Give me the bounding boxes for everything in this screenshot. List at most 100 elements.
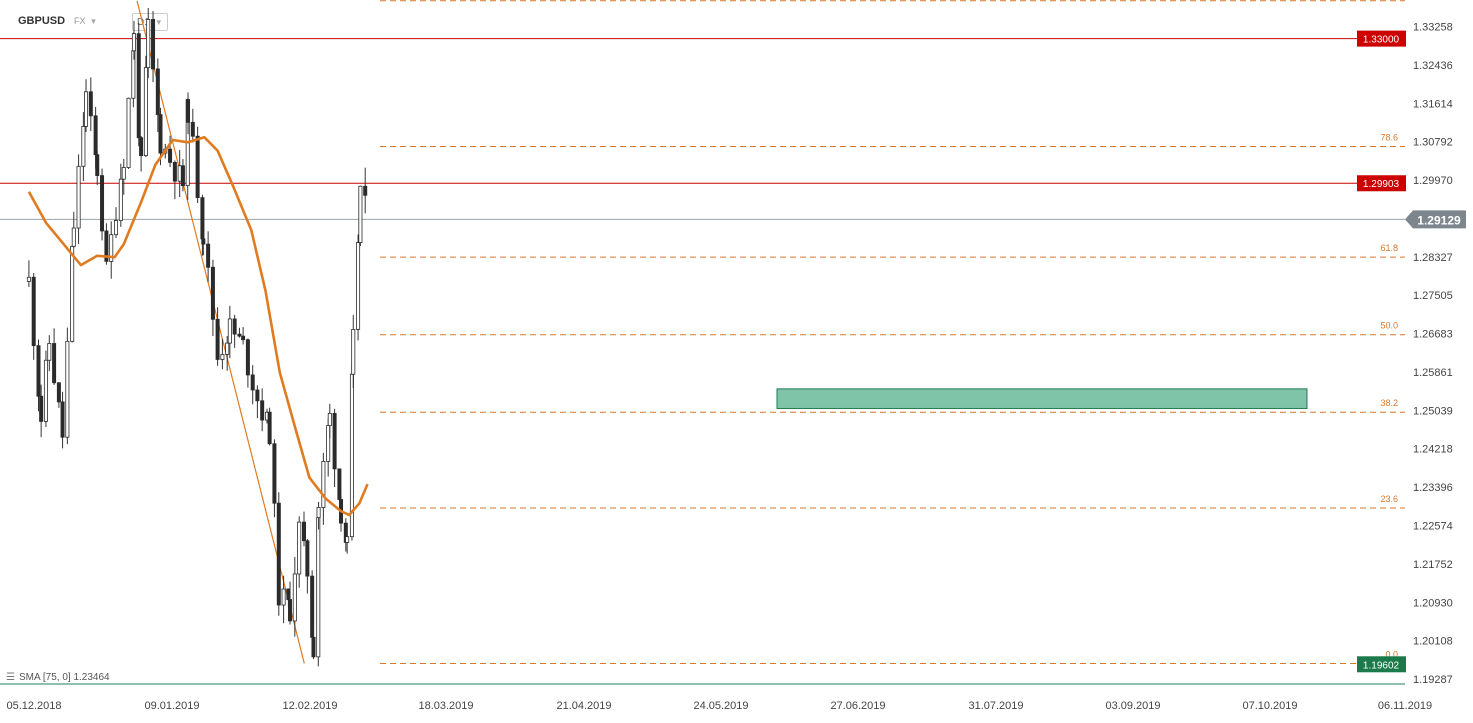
x-tick-label: 07.10.2019 bbox=[1242, 700, 1297, 712]
candle-bearish bbox=[311, 636, 316, 658]
candle-bearish bbox=[305, 540, 310, 577]
candle-bearish bbox=[260, 400, 265, 421]
candle-bearish bbox=[155, 68, 160, 116]
x-tick-label: 18.03.2019 bbox=[418, 700, 473, 712]
candle-bullish bbox=[131, 33, 136, 52]
y-tick-label: 1.27505 bbox=[1413, 290, 1453, 302]
candle-bearish bbox=[104, 230, 109, 262]
candle-bearish bbox=[100, 175, 105, 232]
price-tag bbox=[1357, 30, 1406, 47]
indicator-legend[interactable]: ☰ SMA [75, 0] 1.23464 bbox=[6, 672, 110, 683]
price-tag bbox=[1357, 656, 1406, 673]
candle-bullish bbox=[118, 178, 123, 221]
candle-bullish bbox=[26, 276, 31, 282]
x-tick-label: 31.07.2019 bbox=[968, 700, 1023, 712]
indicator-settings-icon[interactable]: ☰ bbox=[6, 672, 15, 683]
candle-bullish bbox=[114, 220, 119, 236]
candle-bearish bbox=[56, 382, 61, 403]
price-tag bbox=[1357, 175, 1406, 192]
y-tick-label: 1.24218 bbox=[1413, 444, 1453, 456]
x-tick-label: 12.02.2019 bbox=[282, 700, 337, 712]
candle-bullish bbox=[281, 588, 286, 606]
y-tick-label: 1.26683 bbox=[1413, 329, 1453, 341]
candle-bullish bbox=[121, 167, 126, 180]
candle-bearish bbox=[186, 99, 191, 123]
y-tick-label: 1.32436 bbox=[1413, 60, 1453, 72]
candle-bearish bbox=[88, 91, 93, 117]
trendline bbox=[136, 0, 305, 664]
candle-bullish bbox=[70, 245, 75, 342]
candle-bullish bbox=[65, 340, 70, 438]
candle-bearish bbox=[195, 135, 200, 199]
y-tick-label: 1.29970 bbox=[1413, 175, 1453, 187]
indicator-text: SMA [75, 0] 1.23464 bbox=[18, 672, 110, 683]
x-tick-label: 09.01.2019 bbox=[144, 700, 199, 712]
fibonacci-label: 50.0 bbox=[1380, 321, 1398, 331]
candle-bearish bbox=[39, 395, 44, 422]
y-tick-label: 1.28327 bbox=[1413, 252, 1453, 264]
current-price-text: 1.29129 bbox=[1417, 213, 1461, 227]
y-tick-label: 1.19287 bbox=[1413, 674, 1453, 686]
candle-bearish bbox=[36, 345, 41, 397]
candle-bullish bbox=[76, 165, 81, 229]
candle-bullish bbox=[297, 521, 302, 575]
fibonacci-label: 78.6 bbox=[1380, 132, 1398, 142]
candle-bearish bbox=[31, 276, 36, 347]
candle-bearish bbox=[237, 333, 242, 337]
fibonacci-label: 0.0 bbox=[1385, 649, 1398, 659]
support-zone bbox=[776, 388, 1308, 409]
candle-bearish bbox=[215, 318, 220, 360]
candle-bullish bbox=[321, 461, 326, 508]
price-tag-text: 1.19602 bbox=[1363, 660, 1400, 671]
candle-bearish bbox=[60, 401, 65, 438]
y-tick-label: 1.22574 bbox=[1413, 521, 1453, 533]
candle-bearish bbox=[201, 238, 206, 245]
symbol-label[interactable]: GBPUSD bbox=[18, 12, 65, 30]
candle-bullish bbox=[292, 573, 297, 622]
candle-bullish bbox=[47, 343, 52, 361]
candle-bearish bbox=[210, 266, 215, 320]
candle-bullish bbox=[227, 318, 232, 344]
fibonacci-label: 38.2 bbox=[1380, 398, 1398, 408]
candle-bearish bbox=[52, 343, 57, 384]
candle-bearish bbox=[136, 33, 141, 139]
candle-bullish bbox=[220, 353, 225, 360]
y-tick-label: 1.20930 bbox=[1413, 597, 1453, 609]
candle-bearish bbox=[158, 114, 163, 154]
current-price-tag bbox=[1405, 210, 1466, 229]
fibonacci-label: 23.6 bbox=[1380, 494, 1398, 504]
x-tick-label: 05.12.2018 bbox=[6, 700, 61, 712]
candle-bearish bbox=[276, 502, 281, 606]
candle-bullish bbox=[143, 67, 148, 156]
candle-bullish bbox=[351, 329, 356, 375]
candle-bearish bbox=[337, 468, 342, 500]
candle-bullish bbox=[84, 91, 89, 127]
y-tick-label: 1.30792 bbox=[1413, 137, 1453, 149]
candle-bullish bbox=[327, 413, 332, 427]
candle-bearish bbox=[255, 389, 260, 402]
candle-bearish bbox=[206, 243, 211, 268]
y-tick-label: 1.25039 bbox=[1413, 405, 1453, 417]
candle-bearish bbox=[180, 165, 185, 187]
candle-bearish bbox=[93, 115, 98, 156]
candle-bearish bbox=[151, 19, 156, 70]
candle-bullish bbox=[81, 126, 86, 167]
candle-bullish bbox=[131, 50, 136, 99]
candle-bearish bbox=[332, 413, 337, 470]
candle-bullish bbox=[43, 359, 48, 422]
symbol-text: GBPUSD bbox=[18, 15, 66, 27]
candle-bearish bbox=[232, 318, 237, 335]
y-tick-label: 1.33258 bbox=[1413, 22, 1453, 34]
candle-bearish bbox=[272, 443, 277, 504]
candle-bearish bbox=[168, 148, 173, 163]
candle-bullish bbox=[345, 536, 350, 543]
market-text: FX bbox=[74, 16, 86, 26]
y-tick-label: 1.25861 bbox=[1413, 367, 1453, 379]
candle-bullish bbox=[316, 507, 321, 518]
timeframe-text: D1 bbox=[137, 16, 150, 28]
market-selector[interactable]: FX ▼ bbox=[74, 12, 97, 30]
candle-bearish bbox=[288, 599, 293, 622]
y-tick-label: 1.21752 bbox=[1413, 559, 1453, 571]
candle-bearish bbox=[241, 335, 246, 341]
